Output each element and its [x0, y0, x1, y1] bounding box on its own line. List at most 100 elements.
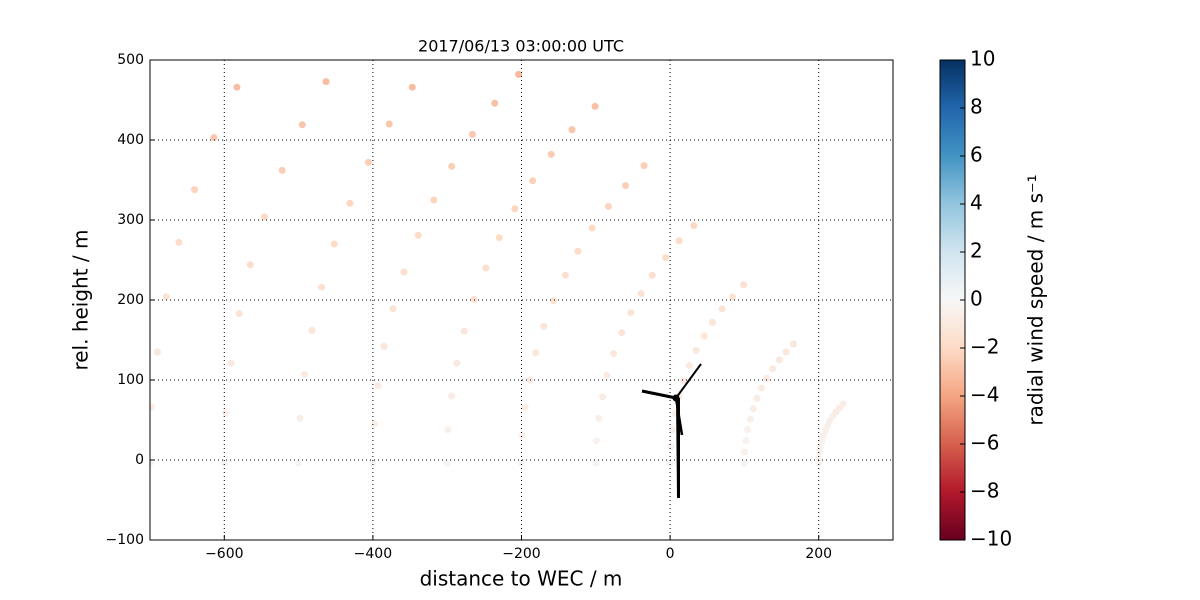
point: [318, 283, 326, 291]
point: [740, 459, 748, 467]
point: [775, 356, 783, 364]
colorbar-tick-label: −4: [970, 383, 999, 407]
colorbar-tick-label: −2: [970, 335, 999, 359]
point: [260, 213, 268, 221]
point: [603, 371, 611, 379]
colorbar-tick-label: 2: [970, 239, 983, 263]
point: [308, 326, 316, 334]
point: [547, 150, 555, 158]
point: [540, 322, 548, 330]
point: [521, 403, 529, 411]
point: [322, 78, 330, 86]
point: [675, 237, 683, 245]
point: [460, 327, 468, 335]
point: [753, 394, 761, 402]
point: [549, 297, 557, 305]
point: [640, 162, 648, 170]
point: [740, 448, 748, 456]
point: [743, 426, 751, 434]
point: [298, 121, 306, 129]
point: [679, 377, 687, 385]
point: [561, 271, 569, 279]
point: [430, 196, 438, 204]
point: [622, 182, 630, 190]
point: [470, 295, 478, 303]
point: [444, 426, 452, 434]
x-tick-label: 200: [805, 546, 832, 562]
point: [385, 120, 393, 128]
point: [175, 238, 183, 246]
chart-title: 2017/06/13 03:00:00 UTC: [418, 37, 624, 56]
point: [453, 359, 461, 367]
point: [448, 162, 456, 170]
point: [685, 362, 693, 370]
colorbar-tick-label: −8: [970, 479, 999, 503]
point: [278, 166, 286, 174]
point: [408, 83, 416, 91]
point: [668, 426, 676, 434]
point: [627, 309, 635, 317]
point: [495, 234, 503, 242]
point: [389, 305, 397, 313]
point: [588, 224, 596, 232]
point: [769, 365, 777, 373]
point: [370, 420, 378, 428]
point: [150, 403, 155, 411]
point: [443, 459, 451, 467]
point: [648, 271, 656, 279]
point: [529, 177, 537, 185]
point: [220, 459, 228, 467]
point: [518, 431, 526, 439]
point: [210, 134, 218, 142]
point: [708, 318, 716, 326]
point: [380, 342, 388, 350]
point: [789, 340, 797, 348]
point: [618, 329, 626, 337]
point: [162, 293, 170, 301]
y-tick-label: 400: [117, 132, 144, 148]
point: [150, 459, 154, 467]
point: [526, 376, 534, 384]
point: [346, 199, 354, 207]
point: [740, 281, 748, 289]
point: [666, 459, 674, 467]
point: [839, 400, 847, 408]
y-tick-label: 500: [117, 52, 144, 68]
point: [227, 359, 235, 367]
turbine-icon: [641, 363, 702, 498]
colorbar-tick-label: 4: [970, 191, 983, 215]
colorbar-tick-label: −10: [970, 527, 1012, 551]
y-tick-label: 200: [117, 292, 144, 308]
point: [815, 448, 823, 456]
point: [568, 126, 576, 134]
points: [150, 70, 847, 467]
point: [637, 290, 645, 298]
y-tick-label: −100: [106, 532, 144, 548]
point: [482, 264, 490, 272]
point: [815, 459, 823, 467]
point: [782, 348, 790, 356]
point: [296, 414, 304, 422]
x-tick-label: 0: [666, 546, 675, 562]
y-tick-label: 0: [135, 452, 144, 468]
point: [749, 405, 757, 413]
point: [819, 432, 827, 440]
point: [414, 231, 422, 239]
y-tick-label: 300: [117, 212, 144, 228]
point: [246, 261, 254, 269]
point: [718, 305, 726, 313]
y-tick-label: 100: [117, 372, 144, 388]
point: [468, 130, 476, 138]
point: [491, 99, 499, 107]
colorbar-tick-label: 6: [970, 143, 983, 167]
point: [295, 459, 303, 467]
point: [757, 384, 765, 392]
point: [598, 393, 606, 401]
x-tick-label: −200: [502, 546, 540, 562]
point: [301, 370, 309, 378]
point: [692, 346, 700, 354]
point: [364, 158, 372, 166]
point: [235, 310, 243, 318]
point: [746, 415, 754, 423]
x-tick-label: −600: [205, 546, 243, 562]
